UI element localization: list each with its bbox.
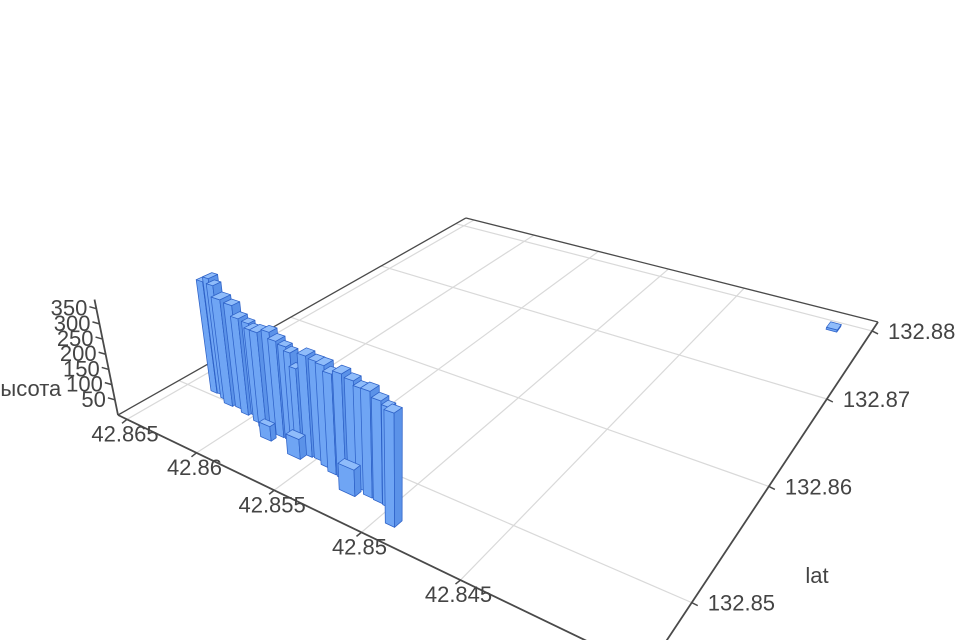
lon-gridline xyxy=(381,265,828,400)
bar-top-face[interactable] xyxy=(223,298,241,306)
lat-axis-title: lat xyxy=(805,563,828,588)
bar-top-face[interactable] xyxy=(360,381,380,392)
bar3d-column[interactable] xyxy=(285,429,307,460)
bar-top-face[interactable] xyxy=(267,333,286,342)
bar-top-face[interactable] xyxy=(296,347,316,357)
lat-tick-label: 42.85 xyxy=(332,534,387,559)
lon-gridline xyxy=(290,316,770,487)
lat-tick xyxy=(121,418,128,424)
floor-back-right-edge xyxy=(465,217,879,323)
lat-tick-label: 42.845 xyxy=(425,582,492,607)
lon-tick xyxy=(871,330,879,335)
bar-top-face[interactable] xyxy=(337,458,361,471)
bar-top-face[interactable] xyxy=(277,340,293,348)
lon-tick-label: 132.87 xyxy=(843,387,910,412)
z-tick xyxy=(104,381,113,386)
bar-top-face[interactable] xyxy=(826,321,842,331)
z-tick xyxy=(101,366,109,371)
z-tick-label: 350 xyxy=(51,296,88,321)
bar-top-face[interactable] xyxy=(260,324,278,333)
bar3d-column[interactable] xyxy=(258,418,277,442)
z-tick xyxy=(107,397,116,401)
z-tick xyxy=(98,351,106,355)
z-axis-title: высота xyxy=(0,376,62,401)
floor-back-left-edge xyxy=(117,217,467,416)
lat-gridline xyxy=(460,287,745,581)
lat-tick-label: 42.855 xyxy=(238,492,305,517)
axis-lines xyxy=(93,217,879,640)
z-tick-label: 200 xyxy=(60,341,97,366)
lon-axis-line xyxy=(665,321,879,640)
bar-top-face[interactable] xyxy=(343,372,362,382)
lon-gridline xyxy=(455,223,873,332)
bar-top-face[interactable] xyxy=(314,356,334,367)
bar-top-face[interactable] xyxy=(285,429,306,440)
lat-tick xyxy=(455,579,461,585)
bar3d-column[interactable] xyxy=(825,321,842,333)
bar-top-face[interactable] xyxy=(205,279,222,287)
z-tick-label: 150 xyxy=(63,356,100,381)
lat-tick-label: 42.86 xyxy=(167,455,222,480)
bar-front-face[interactable] xyxy=(370,397,383,504)
z-tick xyxy=(89,305,97,310)
bar-front-face[interactable] xyxy=(383,409,395,528)
z-axis-line xyxy=(93,299,119,416)
lon-tick xyxy=(691,601,699,607)
lat-axis-line xyxy=(117,414,587,640)
bar-top-face[interactable] xyxy=(383,403,403,414)
bar-top-face[interactable] xyxy=(258,418,276,428)
bar-top-face[interactable] xyxy=(282,345,299,354)
lat-tick xyxy=(191,452,197,458)
bar3d-column[interactable] xyxy=(337,458,362,497)
bar-top-face[interactable] xyxy=(202,272,218,280)
bar-top-face[interactable] xyxy=(241,317,256,325)
z-tick-label: 300 xyxy=(54,311,91,336)
floor-grid xyxy=(126,219,873,604)
lat-gridline xyxy=(126,219,475,420)
lon-tick-label: 132.86 xyxy=(785,474,852,499)
z-tick-label: 250 xyxy=(57,326,94,351)
z-tick xyxy=(95,336,103,340)
lon-tick-label: 132.85 xyxy=(708,591,775,616)
lat-tick xyxy=(356,531,362,537)
lon-tick xyxy=(768,485,776,491)
lon-tick xyxy=(826,398,834,403)
z-tick-label: 100 xyxy=(66,372,103,397)
bar3d-column[interactable] xyxy=(383,403,403,528)
bar-top-face[interactable] xyxy=(210,291,231,301)
bar-top-face[interactable] xyxy=(331,364,352,375)
z-tick-label: 50 xyxy=(81,387,105,412)
lon-tick-label: 132.88 xyxy=(888,319,955,344)
lat-tick xyxy=(268,489,275,495)
tick-labels: 42.845 42.85 42.855 42.86 42.865 132.85 132.86… xyxy=(51,296,956,616)
lat-tick-label: 42.865 xyxy=(91,421,158,446)
bar-side-face[interactable] xyxy=(393,407,403,528)
tick-marks xyxy=(89,305,879,607)
bar-top-face[interactable] xyxy=(370,391,390,402)
lat-gridline xyxy=(361,268,669,533)
bars-3d xyxy=(195,272,842,528)
bar-side-face[interactable] xyxy=(353,464,362,497)
bar-top-face[interactable] xyxy=(381,399,397,408)
z-tick xyxy=(92,321,100,325)
bar-top-face[interactable] xyxy=(230,311,248,320)
